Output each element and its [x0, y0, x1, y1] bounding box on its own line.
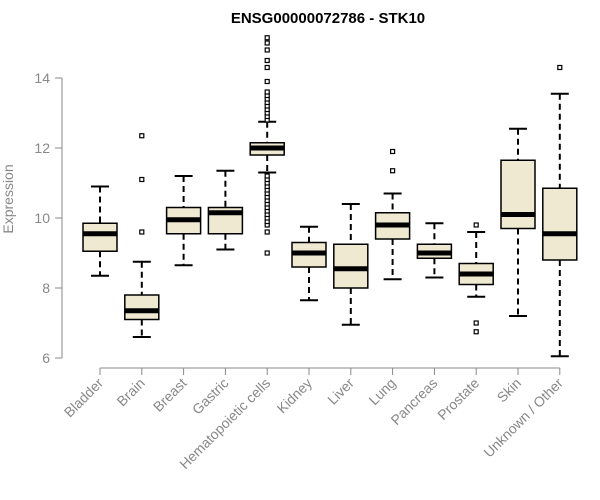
outlier-point — [139, 229, 145, 235]
box-group — [291, 225, 327, 302]
outlier-point — [557, 64, 563, 71]
y-tick-label: 6 — [42, 350, 50, 366]
x-tick-label: Lung — [365, 375, 398, 408]
box-group — [124, 133, 160, 338]
box — [124, 294, 160, 321]
outlier-point — [139, 133, 145, 139]
box — [82, 222, 118, 252]
outlier-point — [264, 64, 270, 71]
outlier-point — [264, 89, 270, 95]
x-tick-label: Unknown / Other — [480, 375, 566, 461]
box — [333, 243, 369, 289]
outlier-point — [264, 47, 270, 53]
y-tick-label: 12 — [34, 140, 50, 156]
outlier-point — [390, 168, 396, 174]
outlier-point — [390, 148, 396, 155]
x-tick-label: Kidney — [274, 375, 316, 417]
outlier-point — [264, 40, 270, 46]
x-tick-label: Brain — [113, 375, 147, 409]
outlier-point — [473, 329, 479, 335]
y-tick-label: 10 — [34, 210, 50, 226]
outlier-point — [264, 57, 270, 64]
outlier-point — [264, 229, 270, 235]
box-group — [458, 222, 494, 335]
x-tick-label: Prostate — [434, 375, 482, 423]
box-group — [82, 185, 118, 277]
outlier-point — [264, 78, 270, 85]
y-axis-label: Expression — [0, 164, 16, 233]
outlier-point — [473, 222, 479, 228]
y-tick-label: 8 — [42, 280, 50, 296]
boxes-group — [82, 35, 578, 358]
y-axis: 6 8 10 12 14 — [34, 70, 63, 366]
x-tick-label: Skin — [494, 375, 525, 406]
box — [542, 187, 578, 261]
outlier-point — [264, 250, 270, 256]
x-tick-label: Liver — [324, 375, 357, 408]
outlier-point — [473, 320, 479, 326]
box-group — [165, 175, 202, 267]
x-tick-label: Bladder — [61, 375, 107, 421]
outlier-point — [264, 173, 270, 179]
box-group — [374, 148, 411, 281]
y-tick-label: 14 — [34, 70, 50, 86]
box-group — [333, 203, 369, 326]
chart-title: ENSG00000072786 - STK10 — [231, 10, 425, 27]
x-tick-label: Breast — [150, 375, 190, 415]
box-group — [542, 64, 578, 358]
box-group — [416, 222, 453, 279]
box-group — [249, 35, 285, 256]
outlier-point — [264, 35, 270, 41]
outlier-point — [139, 176, 145, 183]
box-group — [500, 127, 536, 317]
box-group — [207, 169, 244, 251]
box — [500, 159, 536, 230]
